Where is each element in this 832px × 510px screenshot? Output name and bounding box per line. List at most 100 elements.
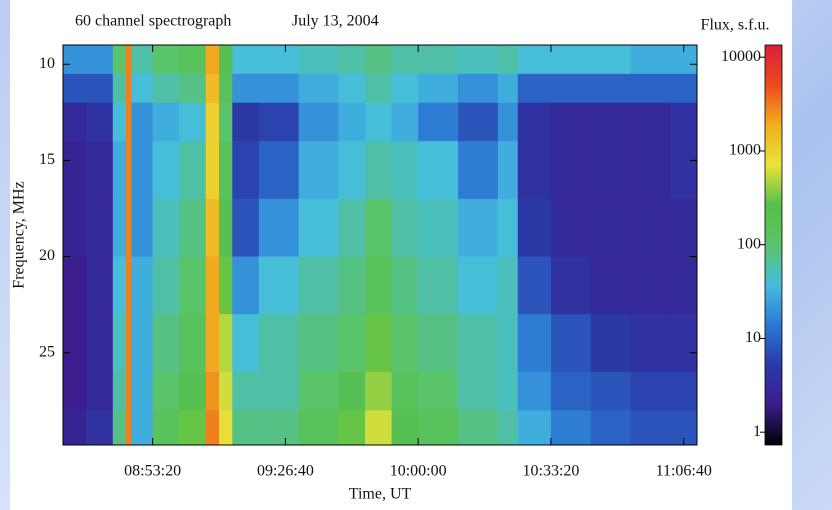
heatmap-cell [219, 198, 233, 258]
heatmap-cell [365, 198, 393, 258]
heatmap-cell [205, 314, 220, 373]
colorbar-tick-label: 10000 [721, 48, 761, 65]
heatmap-cell [219, 314, 233, 373]
heatmap-cell [391, 102, 419, 142]
heatmap-cell [112, 73, 127, 104]
heatmap-cell [670, 371, 698, 411]
heatmap-cell [391, 410, 419, 446]
heatmap-cell [298, 45, 340, 75]
heatmap-cell [63, 45, 87, 75]
heatmap-cell [112, 45, 127, 75]
heatmap-cell [517, 73, 552, 104]
heatmap-cell [365, 371, 393, 411]
heatmap-cell [152, 256, 180, 315]
heatmap-cell [131, 102, 154, 142]
heatmap-cell [219, 371, 233, 411]
heatmap-cell [298, 256, 340, 315]
heatmap-cell [152, 371, 180, 411]
heatmap [63, 45, 698, 446]
heatmap-cell [458, 45, 499, 75]
heatmap-cell [131, 256, 154, 315]
heatmap-cell [338, 73, 366, 104]
heatmap-cell [258, 141, 300, 200]
y-tick-label: 25 [39, 343, 55, 360]
heatmap-cell [590, 256, 632, 315]
heatmap-cell [630, 45, 671, 75]
colorbar [764, 44, 783, 446]
heatmap-cell [391, 141, 419, 200]
heatmap-cell [258, 371, 300, 411]
heatmap-cell [205, 73, 220, 104]
heatmap-cell [126, 256, 132, 315]
heatmap-cell [152, 410, 180, 446]
heatmap-cell [232, 73, 260, 104]
heatmap-cell [63, 371, 87, 411]
heatmap-cell [219, 73, 233, 104]
heatmap-cell [365, 73, 393, 104]
heatmap-cell [497, 256, 519, 315]
heatmap-cell [63, 256, 87, 315]
y-axis-label: Frequency, MHz [11, 181, 28, 288]
heatmap-cell [205, 45, 220, 75]
heatmap-cell [258, 256, 300, 315]
heatmap-cell [131, 73, 154, 104]
heatmap-cell [126, 371, 132, 411]
heatmap-cell [418, 410, 459, 446]
heatmap-cell [126, 410, 132, 446]
heatmap-cell [86, 256, 114, 315]
heatmap-cell [590, 410, 632, 446]
heatmap-cell [365, 102, 393, 142]
heatmap-cell [112, 314, 127, 373]
heatmap-cell [63, 102, 87, 142]
heatmap-cell [232, 256, 260, 315]
chart-date: July 13, 2004 [292, 13, 379, 30]
heatmap-cell [517, 410, 552, 446]
heatmap-cell [219, 256, 233, 315]
heatmap-cell [298, 102, 340, 142]
heatmap-cell [497, 45, 519, 75]
heatmap-cell [205, 102, 220, 142]
heatmap-cell [458, 198, 499, 258]
heatmap-cell [179, 256, 207, 315]
heatmap-cell [258, 410, 300, 446]
heatmap-cell [179, 410, 207, 446]
heatmap-cell [152, 45, 180, 75]
heatmap-cell [112, 410, 127, 446]
heatmap-cell [63, 73, 87, 104]
x-tick-label: 08:53:20 [124, 463, 181, 480]
heatmap-cell [152, 198, 180, 258]
heatmap-cell [112, 256, 127, 315]
heatmap-cell [458, 371, 499, 411]
colorbar-tick-label: 10 [745, 329, 761, 346]
heatmap-cell [391, 256, 419, 315]
heatmap-cell [458, 256, 499, 315]
heatmap-cell [391, 45, 419, 75]
heatmap-cell [152, 73, 180, 104]
heatmap-cell [391, 371, 419, 411]
heatmap-cell [232, 198, 260, 258]
heatmap-cell [630, 141, 671, 200]
heatmap-cell [131, 371, 154, 411]
heatmap-cell [630, 73, 671, 104]
heatmap-cell [365, 410, 393, 446]
heatmap-cell [590, 73, 632, 104]
heatmap-cell [550, 102, 592, 142]
colorbar-label: Flux, s.f.u. [701, 17, 770, 34]
heatmap-cell [630, 371, 671, 411]
heatmap-cell [365, 141, 393, 200]
heatmap-cell [418, 314, 459, 373]
heatmap-cell [131, 141, 154, 200]
heatmap-cell [550, 410, 592, 446]
heatmap-cell [670, 314, 698, 373]
heatmap-cell [630, 314, 671, 373]
heatmap-cell [219, 102, 233, 142]
heatmap-cell [458, 314, 499, 373]
heatmap-cell [590, 45, 632, 75]
heatmap-cell [365, 45, 393, 75]
heatmap-cell [338, 314, 366, 373]
heatmap-cell [179, 141, 207, 200]
heatmap-cell [517, 198, 552, 258]
heatmap-cell [590, 314, 632, 373]
heatmap-cell [497, 371, 519, 411]
